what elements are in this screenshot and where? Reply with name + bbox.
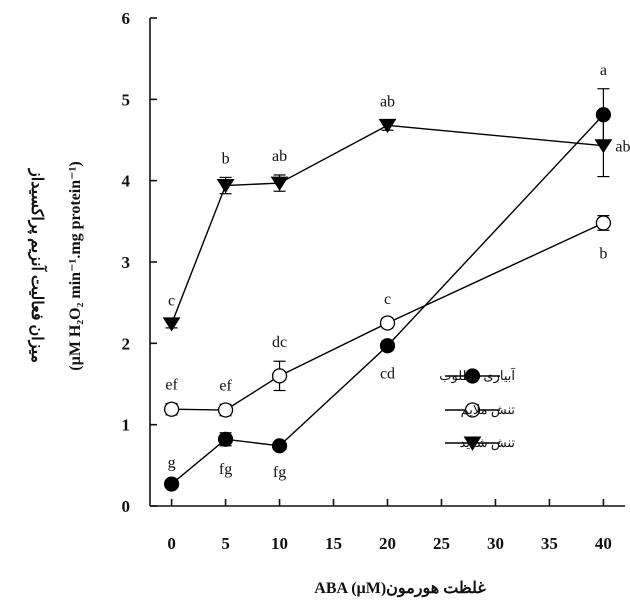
x-tick-label: 40: [595, 534, 612, 553]
significance-letter: ab: [380, 93, 395, 110]
data-point: [271, 368, 288, 384]
significance-letter: ef: [219, 377, 232, 394]
data-point: [378, 118, 397, 134]
x-tick-label: 35: [541, 534, 558, 553]
x-axis-title: غلظت هورمونABA (µM): [314, 580, 486, 598]
significance-letter: b: [222, 150, 230, 167]
y-tick-label: 1: [122, 416, 131, 435]
x-tick-label: 10: [271, 534, 288, 553]
data-point: [595, 215, 612, 231]
y-tick-label: 6: [122, 9, 131, 28]
y-axis-title-line2: (µM H₂O₂ min⁻¹.mg protein⁻¹): [67, 161, 84, 370]
significance-letter: c: [384, 291, 391, 308]
significance-letter: ef: [165, 377, 178, 394]
significance-letter: b: [599, 245, 607, 262]
data-point: [162, 317, 181, 332]
series-layer: g fg fg cd a ef ef dc c b c b ab ab ab: [162, 62, 630, 492]
significance-letter: c: [168, 293, 175, 310]
y-tick-label: 0: [122, 497, 131, 516]
significance-letter: fg: [273, 464, 286, 481]
data-point: [163, 476, 180, 492]
series-1: ef ef dc c b: [163, 215, 612, 418]
y-tick-label: 4: [122, 172, 131, 191]
legend-marker: [464, 402, 481, 418]
significance-letter: ab: [615, 139, 630, 156]
data-point: [217, 402, 234, 418]
axis-ticks: 0 1 2 3 4 5 6 0 5 10 15 20 25 30 35 40: [122, 9, 612, 553]
legend-marker: [464, 368, 481, 384]
data-point: [163, 401, 180, 417]
significance-letter: a: [600, 62, 607, 79]
data-point: [216, 179, 235, 194]
significance-letter: g: [168, 455, 176, 472]
series-2: c b ab ab ab: [162, 93, 630, 332]
x-tick-label: 20: [379, 534, 396, 553]
x-tick-label: 25: [433, 534, 450, 553]
legend-item: تنش شدید: [445, 435, 515, 451]
data-point: [270, 176, 289, 191]
legend-item: آبیاری مطلوب: [439, 367, 516, 384]
data-point: [594, 139, 613, 154]
y-tick-label: 3: [122, 253, 131, 272]
legend-label: تنش شدید: [459, 435, 515, 451]
data-point: [217, 431, 234, 447]
legend-label: آبیاری مطلوب: [439, 367, 516, 384]
x-tick-label: 15: [325, 534, 342, 553]
data-point: [379, 338, 396, 354]
y-axis-title-line1: میزان فعالیت آنزیم پراکسیداز: [27, 168, 49, 363]
y-tick-label: 5: [122, 90, 131, 109]
significance-letter: cd: [380, 366, 395, 383]
x-tick-label: 5: [221, 534, 230, 553]
x-tick-label: 0: [167, 534, 176, 553]
legend-label: تنش ملایم: [461, 402, 516, 418]
significance-letter: fg: [219, 461, 232, 478]
x-tick-label: 30: [487, 534, 504, 553]
legend-item: تنش ملایم: [445, 402, 515, 418]
y-tick-label: 2: [122, 334, 131, 353]
significance-letter: dc: [272, 334, 287, 351]
data-point: [271, 438, 288, 454]
significance-letter: ab: [272, 148, 287, 165]
series-0: g fg fg cd a: [163, 62, 612, 492]
legend: آبیاری مطلوب تنش ملایم تنش شدید: [439, 367, 516, 451]
data-point: [379, 315, 396, 331]
legend-marker: [463, 436, 482, 451]
